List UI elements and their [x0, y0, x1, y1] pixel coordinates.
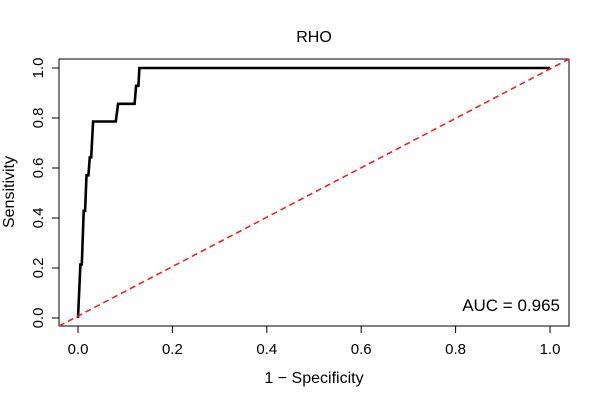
- x-tick-label: 0.6: [351, 341, 372, 358]
- roc-curve-line: [76, 66, 550, 319]
- y-tick-label: 0.8: [30, 108, 47, 129]
- y-tick-label: 0.0: [30, 308, 47, 329]
- chart-title: RHO: [296, 29, 332, 46]
- x-tick-label: 0.0: [68, 341, 89, 358]
- y-tick-label: 0.2: [30, 258, 47, 279]
- x-tick-label: 0.4: [256, 341, 277, 358]
- y-tick-label: 1.0: [30, 58, 47, 79]
- y-tick-label: 0.4: [30, 208, 47, 229]
- x-axis-title: 1 − Specificity: [264, 370, 363, 387]
- y-tick-label: 0.6: [30, 158, 47, 179]
- reference-diagonal-line: [58, 58, 570, 327]
- x-tick-label: 0.2: [162, 341, 183, 358]
- x-tick-label: 1.0: [540, 341, 561, 358]
- x-tick-label: 0.8: [445, 341, 466, 358]
- auc-annotation: AUC = 0.965: [462, 296, 560, 315]
- y-axis-title: Sensitivity: [1, 156, 18, 228]
